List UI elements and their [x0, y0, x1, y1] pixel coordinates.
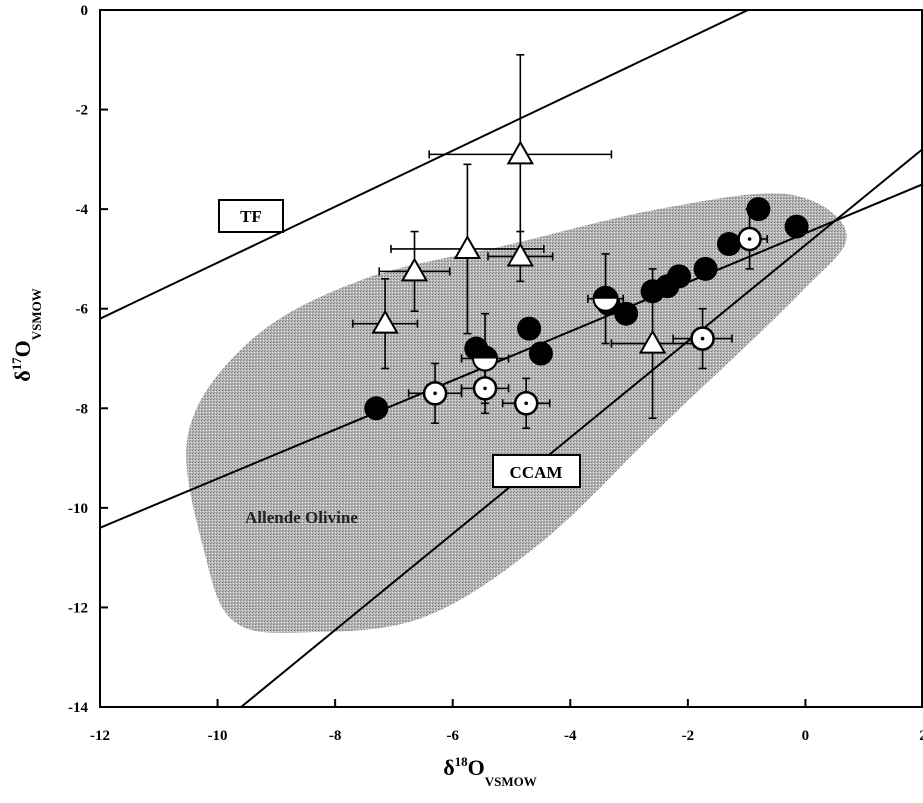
dotted-circle-center	[433, 391, 437, 396]
x-tick-label: 2	[919, 728, 923, 744]
triangle-point	[506, 242, 535, 267]
x-axis-title-sub: VSMOW	[485, 774, 537, 789]
tf-label: TF	[240, 207, 262, 226]
ccam-label-box: CCAM	[492, 454, 581, 488]
x-axis-title-letter: O	[468, 755, 485, 780]
tf-label-frame	[218, 199, 284, 233]
half-filled-circle-point	[472, 345, 499, 372]
plot-frame	[99, 9, 923, 708]
triangle-point	[638, 329, 667, 354]
half-circle-fill	[593, 286, 618, 299]
dotted-circle-center	[483, 386, 487, 391]
x-tick-label: -12	[90, 728, 110, 744]
dotted-circle-point	[422, 381, 448, 406]
allende-olivine-area	[186, 193, 847, 633]
half-circle-fill	[473, 346, 498, 359]
x-axis-title-delta: δ	[443, 755, 454, 780]
triangle-point	[371, 309, 399, 334]
x-tick-label: -2	[682, 728, 695, 744]
y-axis-title-sub: VSMOW	[29, 288, 44, 340]
y-tick-label: -4	[76, 202, 89, 218]
x-tick-label: -4	[564, 728, 577, 744]
triangle-point	[453, 234, 482, 259]
dotted-circle-point	[472, 376, 498, 401]
triangle-point	[506, 140, 535, 165]
data-points	[364, 140, 809, 421]
dotted-circle-point	[737, 226, 762, 252]
dotted-circle-center	[747, 237, 752, 241]
dotted-circle-point	[513, 391, 539, 416]
dotted-circle-center	[700, 336, 705, 341]
x-tick-label: -10	[208, 728, 228, 744]
y-tick-label: -10	[68, 501, 88, 517]
x-tick-label: -8	[329, 728, 342, 744]
filled-circle-point	[667, 264, 692, 289]
dotted-circle-center	[524, 401, 528, 406]
y-tick-label: -14	[68, 700, 88, 716]
dotted-circle-point	[690, 326, 715, 351]
ccam-label-frame	[492, 454, 581, 488]
filled-circle-point	[614, 301, 639, 326]
y-tick-label: -6	[76, 302, 89, 318]
triangle-point	[400, 257, 429, 282]
y-axis-title-letter: O	[10, 340, 35, 357]
ccam-label: CCAM	[510, 463, 563, 482]
y-tick-label: -8	[76, 401, 89, 417]
x-tick-label: -6	[446, 728, 459, 744]
axis-ticks: -12 -10 -8 -6 -4 -2 0 20-2-4-6-8-10-12-14	[68, 3, 923, 744]
y-tick-label: 0	[81, 3, 89, 19]
tf-line	[100, 10, 751, 320]
y-axis-title-sup: 17	[9, 357, 24, 371]
tf-label-box: TF	[218, 199, 284, 233]
y-tick-label: -12	[68, 600, 88, 616]
y-tick-label: -2	[76, 103, 89, 119]
filled-circle-point	[746, 197, 771, 222]
filled-circle-point	[784, 214, 809, 239]
filled-circle-point	[693, 256, 718, 281]
allende-olivine-region	[186, 193, 847, 633]
ccam-line	[240, 147, 923, 707]
half-filled-circle-point	[592, 285, 619, 312]
x-axis-title-sup: 18	[455, 754, 469, 769]
filled-circle-point	[717, 231, 742, 256]
y-axis-title: δ17OVSMOW	[9, 288, 44, 382]
filled-circle-point	[364, 396, 389, 421]
filled-circle-point	[517, 316, 542, 341]
region-label: Allende Olivine	[245, 508, 358, 527]
y-axis-title-delta: δ	[10, 370, 35, 381]
filled-circle-point	[528, 341, 553, 366]
x-tick-label: 0	[802, 728, 810, 744]
x-axis-title: δ18OVSMOW	[443, 754, 537, 789]
